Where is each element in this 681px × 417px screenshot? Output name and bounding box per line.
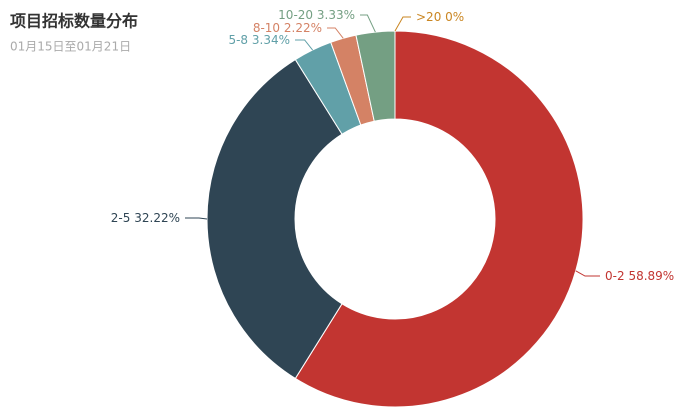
category-label: >20 <box>416 10 441 24</box>
label-line <box>394 16 411 32</box>
category-label: 10-20 <box>278 8 313 22</box>
label-line <box>295 39 314 51</box>
slice-label: 0-2 58.89% <box>605 269 674 283</box>
slice-label: >20 0% <box>416 10 464 24</box>
label-line <box>327 27 344 39</box>
value-label: 32.22% <box>134 211 180 225</box>
value-label: 2.22% <box>284 21 322 35</box>
category-label: 8-10 <box>253 21 280 35</box>
value-label: 58.89% <box>628 269 674 283</box>
slice-label: 8-10 2.22% <box>253 21 322 35</box>
value-label: 3.34% <box>252 33 290 47</box>
chart-title: 项目招标数量分布 <box>10 12 138 31</box>
category-label: 2-5 <box>111 211 131 225</box>
slice-label: 2-5 32.22% <box>111 211 180 225</box>
value-label: 0% <box>445 10 464 24</box>
slice <box>294 30 584 408</box>
value-label: 3.33% <box>317 8 355 22</box>
label-line <box>360 14 376 33</box>
slice-label: 10-20 3.33% <box>278 8 355 22</box>
category-label: 5-8 <box>228 33 248 47</box>
chart-subtitle: 01月15日至01月21日 <box>10 40 131 54</box>
slice <box>206 58 343 380</box>
category-label: 0-2 <box>605 269 625 283</box>
slice-label: 5-8 3.34% <box>228 33 290 47</box>
label-line <box>185 217 208 220</box>
label-line <box>575 270 600 277</box>
